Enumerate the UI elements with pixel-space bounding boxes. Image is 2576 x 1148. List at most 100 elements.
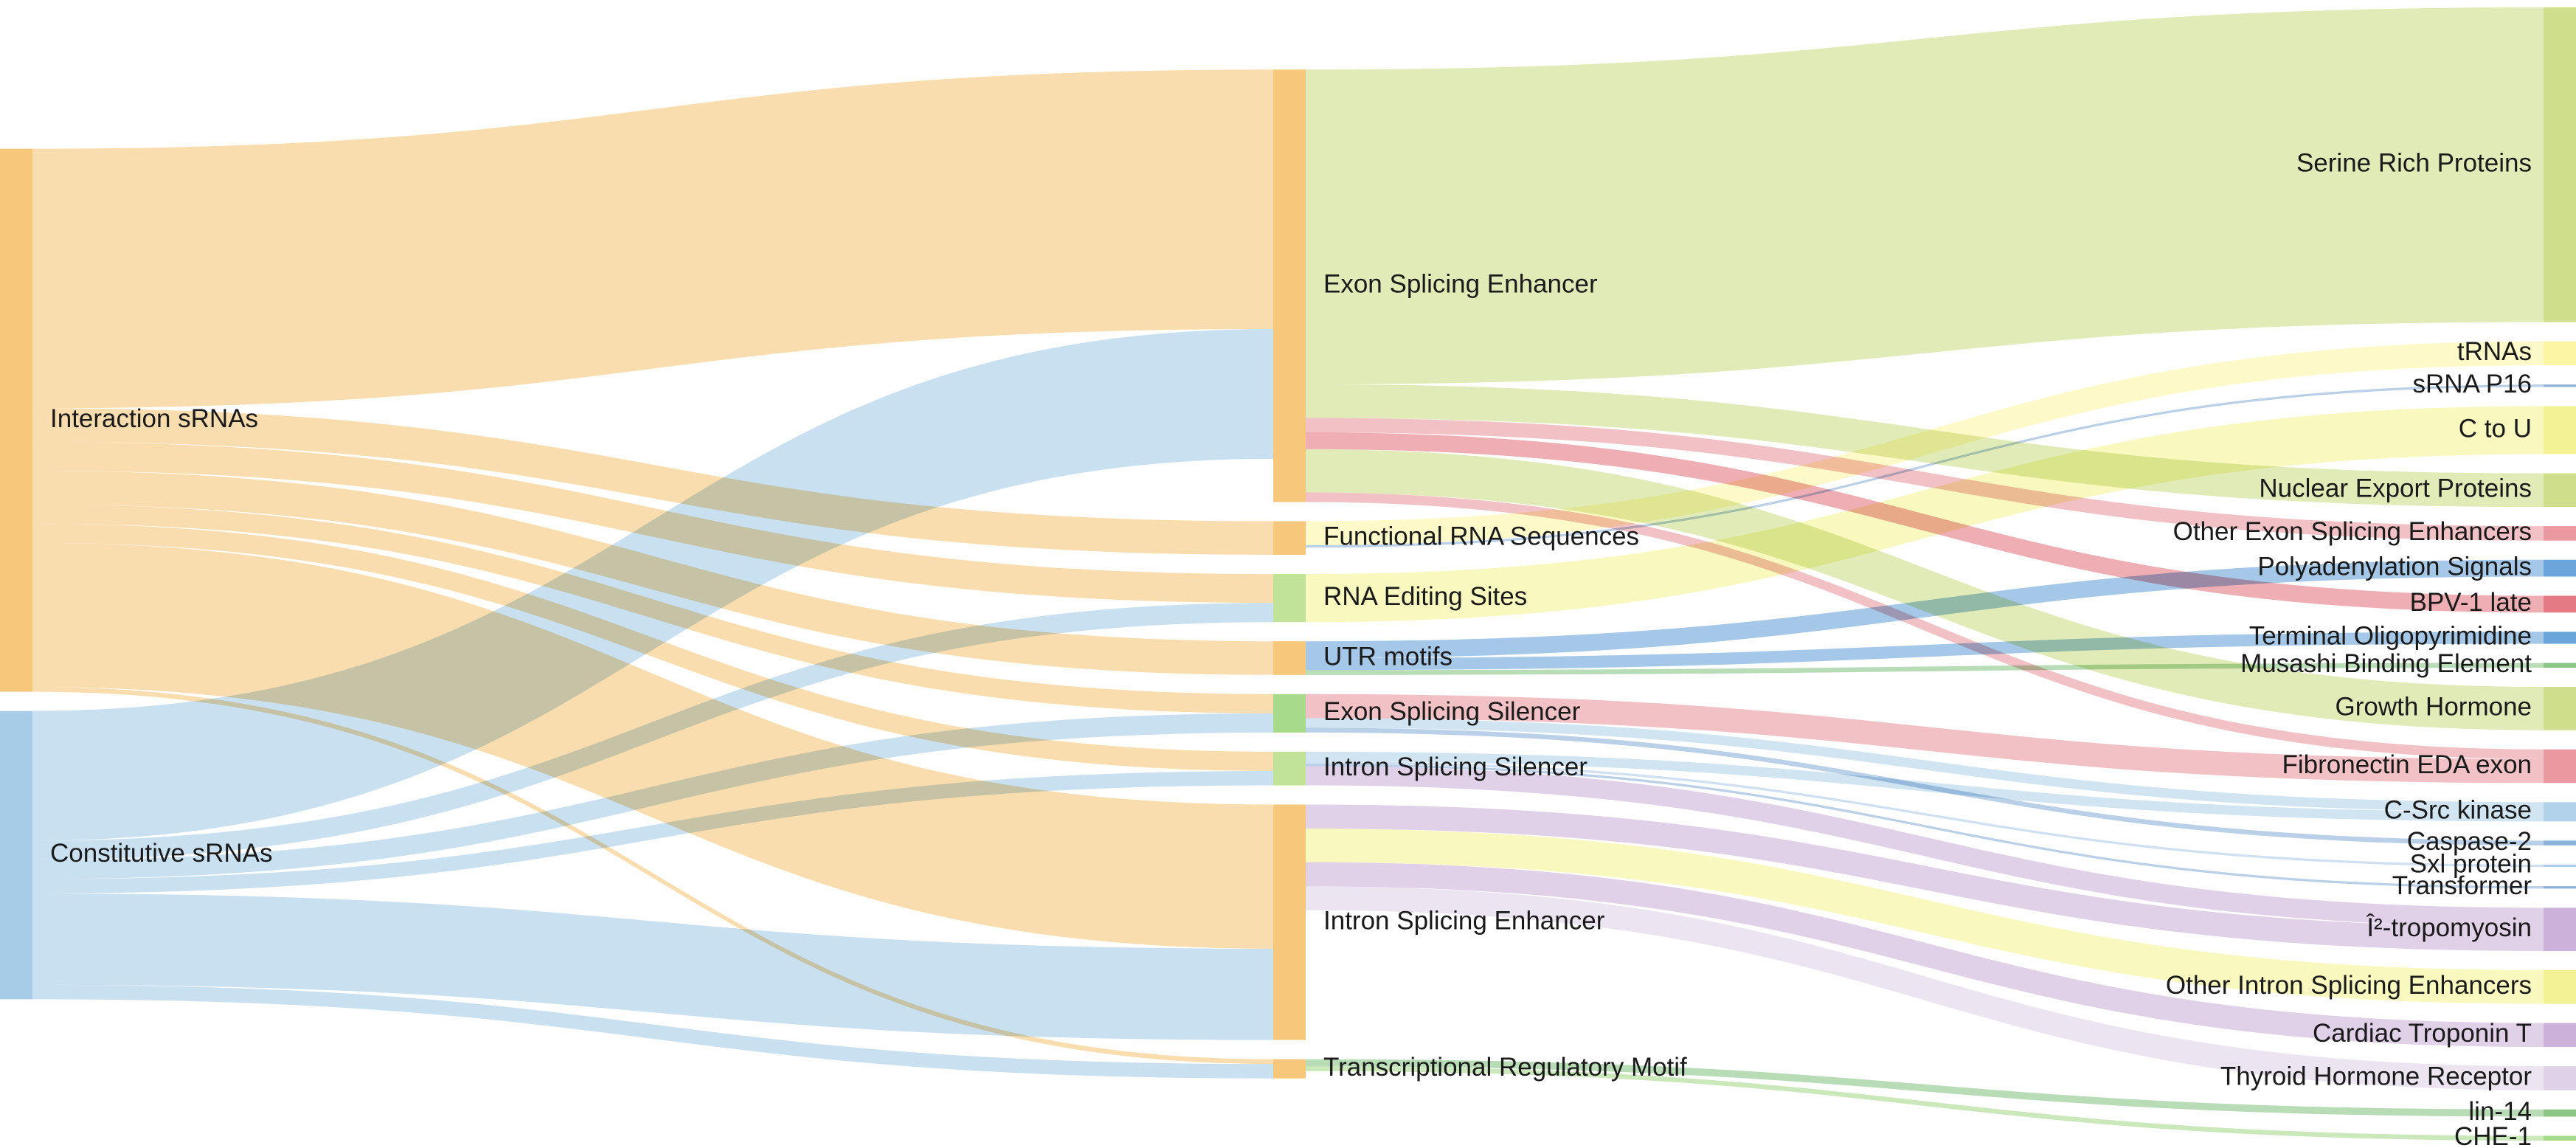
link-utr-to-top[interactable] (1306, 632, 2544, 671)
label-rna_edit: RNA Editing Sites (1323, 582, 1527, 611)
node-iss[interactable] (1273, 751, 1306, 786)
link-func_rna-to-srna_p16[interactable] (1306, 384, 2544, 548)
link-ese-to-serine[interactable] (1306, 7, 2544, 384)
label-tropomyosin: Î²-tropomyosin (2366, 913, 2532, 942)
label-fibro: Fibronectin EDA exon (2282, 750, 2532, 779)
link-interaction-to-ise[interactable] (32, 542, 1273, 949)
label-polya: Polyadenylation Signals (2257, 552, 2532, 581)
node-func_rna[interactable] (1273, 521, 1306, 556)
label-func_rna: Functional RNA Sequences (1323, 522, 1639, 551)
links-layer (32, 7, 2544, 1141)
node-thr[interactable] (2544, 1066, 2576, 1090)
label-gh: Growth Hormone (2336, 693, 2532, 722)
label-ese: Exon Splicing Enhancer (1323, 270, 1598, 299)
node-ese[interactable] (1273, 69, 1306, 502)
nodes-layer (0, 7, 2576, 1141)
label-transformer: Transformer (2392, 871, 2532, 900)
label-utr: UTR motifs (1323, 642, 1453, 671)
label-serine: Serine Rich Proteins (2296, 149, 2532, 178)
label-ise: Intron Splicing Enhancer (1323, 906, 1605, 935)
label-top: Terminal Oligopyrimidine (2249, 622, 2532, 651)
node-top[interactable] (2544, 632, 2576, 644)
link-interaction-to-trm[interactable] (32, 687, 1273, 1065)
node-srna_p16[interactable] (2544, 384, 2576, 387)
link-ess-to-csrc[interactable] (1306, 718, 2544, 812)
node-trm[interactable] (1273, 1059, 1306, 1079)
link-iss-to-sxl[interactable] (1306, 761, 2544, 868)
node-che1[interactable] (2544, 1135, 2576, 1141)
link-ise-to-ctnt[interactable] (1306, 862, 2544, 1048)
label-other_ise: Other Intron Splicing Enhancers (2166, 971, 2532, 1000)
link-constitutive-to-ess[interactable] (32, 713, 1273, 879)
label-thr: Thyroid Hormone Receptor (2220, 1062, 2532, 1091)
link-ese-to-fibro[interactable] (1306, 492, 2544, 759)
node-musashi[interactable] (2544, 663, 2576, 668)
node-ise[interactable] (1273, 804, 1306, 1040)
link-interaction-to-ese[interactable] (32, 69, 1273, 409)
label-bpv: BPV-1 late (2410, 588, 2532, 617)
node-polya[interactable] (2544, 559, 2576, 577)
label-sxl: Sxl protein (2410, 850, 2532, 879)
node-fibro[interactable] (2544, 749, 2576, 784)
label-trm: Transcriptional Regulatory Motif (1323, 1053, 1687, 1082)
node-serine[interactable] (2544, 7, 2576, 322)
node-ctnt[interactable] (2544, 1023, 2576, 1048)
link-constitutive-to-ise[interactable] (32, 893, 1273, 1040)
link-utr-to-musashi[interactable] (1306, 663, 2544, 675)
label-trnas: tRNAs (2457, 337, 2532, 366)
node-lin14[interactable] (2544, 1109, 2576, 1117)
node-tropomyosin[interactable] (2544, 907, 2576, 951)
link-trm-to-che1[interactable] (1306, 1066, 2544, 1141)
label-constitutive: Constitutive sRNAs (50, 839, 272, 868)
link-ess-to-fibro[interactable] (1306, 694, 2544, 784)
label-c_to_u: C to U (2459, 414, 2532, 443)
node-other_ise[interactable] (2544, 969, 2576, 1004)
label-srna_p16: sRNA P16 (2413, 370, 2532, 398)
link-trm-to-lin14[interactable] (1306, 1059, 2544, 1117)
node-bpv[interactable] (2544, 595, 2576, 613)
node-csrc[interactable] (2544, 802, 2576, 822)
node-rna_edit[interactable] (1273, 574, 1306, 623)
link-iss-to-transformer[interactable] (1306, 764, 2544, 889)
link-constitutive-to-iss[interactable] (32, 770, 1273, 894)
link-ise-to-thr[interactable] (1306, 886, 2544, 1090)
node-c_to_u[interactable] (2544, 406, 2576, 454)
node-gh[interactable] (2544, 687, 2576, 730)
node-sxl[interactable] (2544, 864, 2576, 868)
node-ess[interactable] (1273, 694, 1306, 733)
link-rna_edit-to-c_to_u[interactable] (1306, 406, 2544, 623)
node-interaction[interactable] (0, 148, 32, 692)
node-nep[interactable] (2544, 473, 2576, 508)
link-ise-to-other_ise[interactable] (1306, 829, 2544, 1004)
link-func_rna-to-trnas[interactable] (1306, 341, 2544, 546)
label-casp2: Caspase-2 (2407, 827, 2532, 856)
label-lin14: lin-14 (2468, 1097, 2532, 1126)
label-other_ese: Other Exon Splicing Enhancers (2173, 517, 2532, 546)
link-utr-to-polya[interactable] (1306, 559, 2544, 659)
link-iss-to-tropomyosin[interactable] (1306, 766, 2544, 927)
link-ese-to-other_ese[interactable] (1306, 418, 2544, 541)
label-nep: Nuclear Export Proteins (2259, 474, 2532, 503)
node-constitutive[interactable] (0, 710, 32, 1000)
label-musashi: Musashi Binding Element (2240, 649, 2532, 678)
link-interaction-to-func_rna[interactable] (32, 408, 1273, 556)
node-utr[interactable] (1273, 641, 1306, 675)
link-ise-to-tropomyosin[interactable] (1306, 804, 2544, 951)
link-constitutive-to-ese[interactable] (32, 329, 1273, 841)
label-che1: CHE-1 (2454, 1122, 2532, 1148)
node-other_ese[interactable] (2544, 526, 2576, 541)
labels-layer: Interaction sRNAs Constitutive sRNAs Exon … (50, 149, 2532, 1148)
node-trnas[interactable] (2544, 341, 2576, 366)
label-interaction: Interaction sRNAs (50, 404, 258, 433)
link-iss-to-csrc[interactable] (1306, 751, 2544, 822)
link-ese-to-gh[interactable] (1306, 449, 2544, 730)
link-constitutive-to-rna_edit[interactable] (32, 603, 1273, 860)
label-ctnt: Cardiac Troponin T (2313, 1019, 2532, 1048)
label-ess: Exon Splicing Silencer (1323, 697, 1581, 726)
node-transformer[interactable] (2544, 886, 2576, 889)
link-constitutive-to-trm[interactable] (32, 984, 1273, 1079)
label-csrc: C-Src kinase (2384, 796, 2532, 825)
node-casp2[interactable] (2544, 840, 2576, 846)
